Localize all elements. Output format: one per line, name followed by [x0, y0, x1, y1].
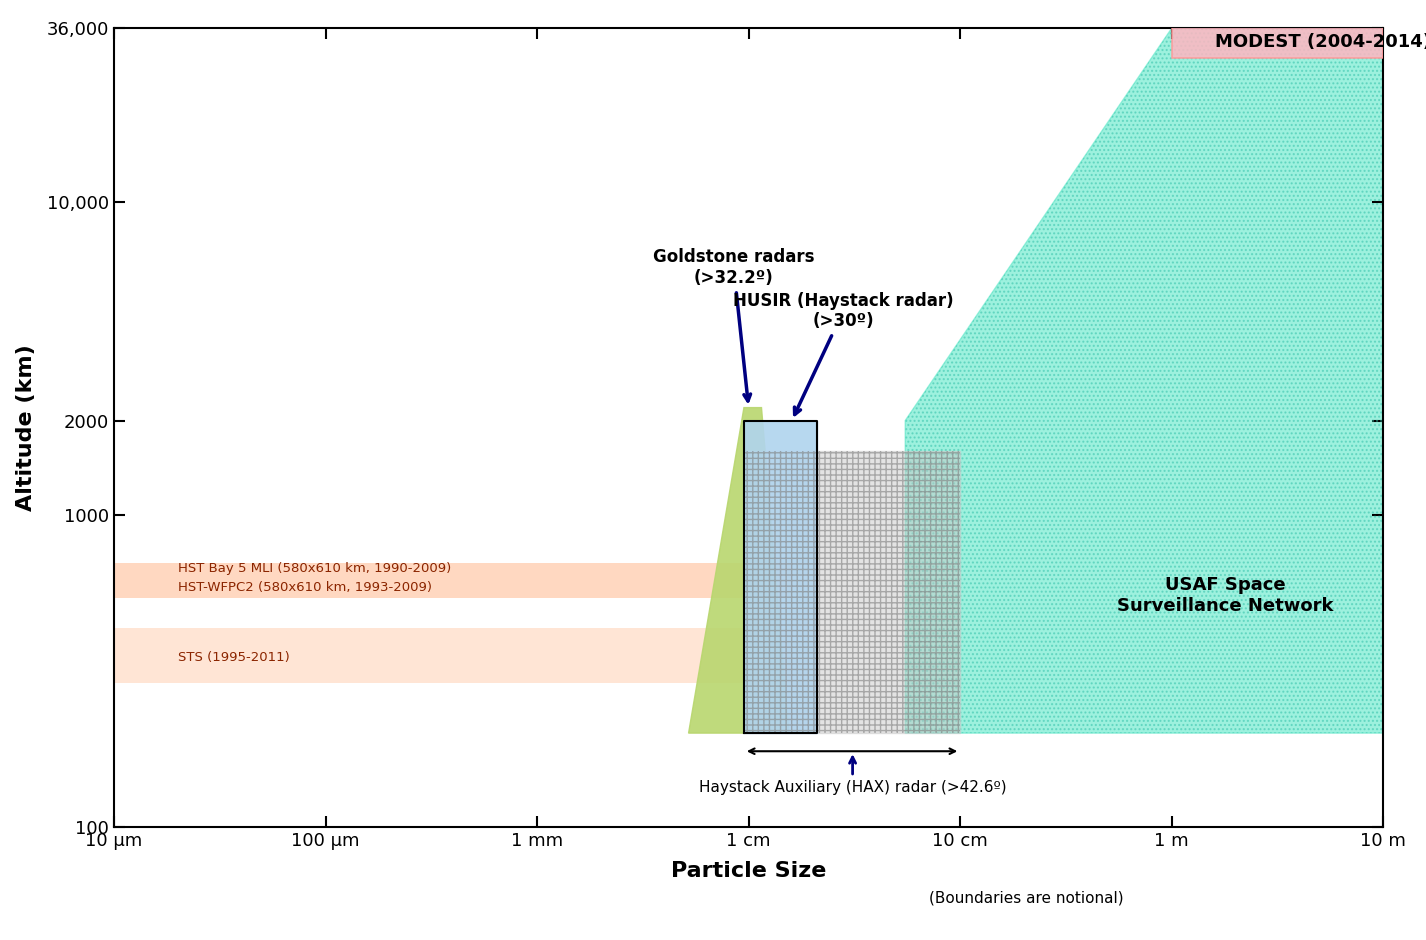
Y-axis label: Altitude (km): Altitude (km) — [16, 344, 36, 511]
Text: HUSIR (Haystack radar)
(>30º): HUSIR (Haystack radar) (>30º) — [733, 291, 954, 415]
X-axis label: Particle Size: Particle Size — [672, 861, 826, 881]
Text: (Boundaries are notional): (Boundaries are notional) — [930, 890, 1124, 905]
Text: USAF Space
Surveillance Network: USAF Space Surveillance Network — [1118, 576, 1333, 615]
Polygon shape — [744, 451, 960, 733]
Bar — [114, 628, 791, 682]
Text: Goldstone radars
(>32.2º): Goldstone radars (>32.2º) — [653, 248, 814, 401]
Text: Haystack Auxiliary (HAX) radar (>42.6º): Haystack Auxiliary (HAX) radar (>42.6º) — [699, 757, 1007, 794]
Bar — [114, 563, 791, 598]
Bar — [1172, 26, 1383, 57]
Text: HST Bay 5 MLI (580x610 km, 1990-2009)
HST-WFPC2 (580x610 km, 1993-2009): HST Bay 5 MLI (580x610 km, 1990-2009) HS… — [178, 562, 451, 594]
Text: STS (1995-2011): STS (1995-2011) — [178, 651, 289, 665]
Polygon shape — [906, 28, 1383, 733]
Polygon shape — [744, 420, 817, 733]
Polygon shape — [689, 408, 789, 733]
Text: MODEST (2004-2014): MODEST (2004-2014) — [1215, 33, 1426, 51]
